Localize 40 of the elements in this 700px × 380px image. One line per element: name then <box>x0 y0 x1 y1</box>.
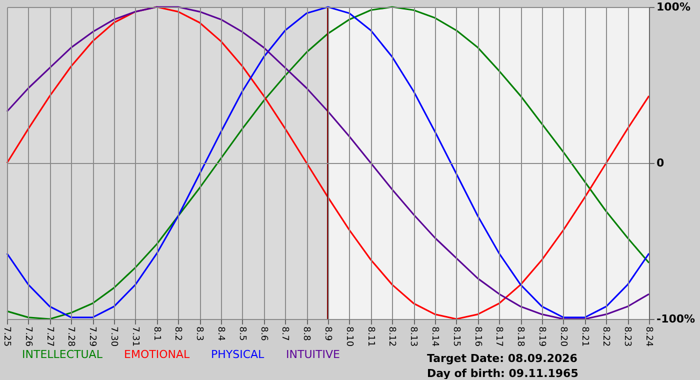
x-tick-label: 8.9 <box>322 326 332 342</box>
text: INTELLECTUAL <box>22 348 104 361</box>
x-tick-label: 7.26 <box>22 326 33 347</box>
text: EMOTIONAL <box>124 348 190 361</box>
x-tick-label: 7.28 <box>66 326 76 347</box>
x-tick-label: 8.18 <box>515 326 526 347</box>
x-tick-label: 7.29 <box>87 326 98 347</box>
x-tick-label: 8.11 <box>365 326 376 347</box>
y-tick-label: 0 <box>656 156 664 170</box>
x-tick-label: 8.17 <box>494 326 504 347</box>
x-tick-label: 8.15 <box>450 326 461 347</box>
x-tick-label: 7.25 <box>2 326 12 347</box>
x-tick-label: 8.3 <box>194 326 204 341</box>
y-tick-label: -100% <box>656 312 696 326</box>
x-tick-label: 8.4 <box>216 326 226 342</box>
text: INTUITIVE <box>286 348 340 361</box>
x-tick-label: 8.23 <box>622 326 632 347</box>
x-tick-label: 8.19 <box>536 326 546 347</box>
x-tick-label: 8.13 <box>408 326 418 347</box>
text: Target Date: 08.09.2026 <box>427 352 578 365</box>
x-tick-label: 8.2 <box>172 326 183 341</box>
x-tick-label: 7.27 <box>44 326 54 347</box>
x-tick-label: 8.12 <box>386 326 397 347</box>
x-tick-label: 8.14 <box>430 326 440 347</box>
x-tick-label: 8.21 <box>579 326 590 347</box>
x-tick-label: 8.24 <box>644 326 654 347</box>
x-tick-label: 8.5 <box>236 326 247 341</box>
x-tick-label: 8.10 <box>344 326 354 347</box>
x-tick-label: 8.1 <box>151 326 162 341</box>
x-tick-label: 8.20 <box>558 326 568 347</box>
x-tick-label: 7.31 <box>130 326 140 347</box>
x-tick-label: 8.7 <box>280 326 290 341</box>
x-tick-label: 8.6 <box>258 326 268 342</box>
text: Day of birth: 09.11.1965 <box>427 367 578 380</box>
y-tick-label: 100% <box>656 0 690 14</box>
text: PHYSICAL <box>211 348 266 361</box>
x-tick-label: 8.22 <box>600 326 611 347</box>
x-tick-label: 8.16 <box>472 326 482 347</box>
x-tick-label: 7.30 <box>108 326 118 347</box>
x-tick-label: 8.8 <box>301 326 312 342</box>
